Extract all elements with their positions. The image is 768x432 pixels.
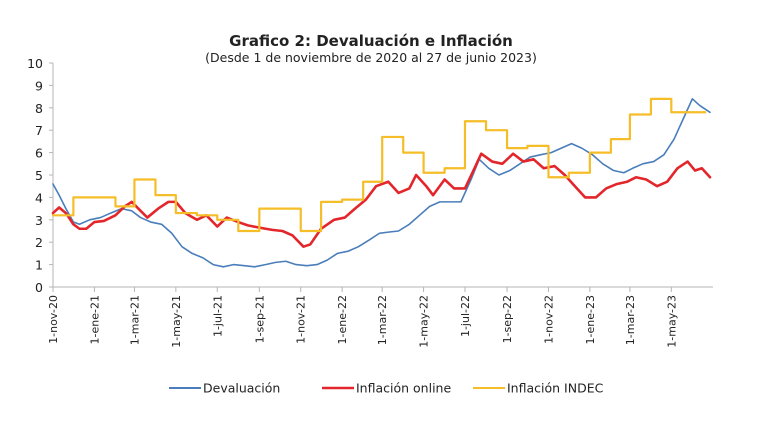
x-tick-label: 1-may-23 [665,295,678,348]
y-tick-label: 2 [35,235,43,250]
x-tick-label: 1-jul-21 [211,295,224,337]
x-tick-label: 1-jul-22 [459,295,472,337]
series-line-inflacion-online [51,152,712,248]
chart-subtitle: (Desde 1 de noviembre de 2020 al 27 de j… [205,50,537,65]
chart-title: Grafico 2: Devaluación e Inflación [229,32,513,50]
x-tick-label: 1-mar-22 [376,295,389,345]
y-tick-label: 3 [35,213,43,228]
series-lines [51,97,712,268]
y-tick-label: 1 [35,258,43,273]
x-tick-label: 1-may-22 [418,295,431,348]
x-tick-label: 1-mar-23 [624,295,637,345]
y-tick-label: 4 [35,190,43,205]
y-tick-label: 9 [35,78,43,93]
x-tick-label: 1-may-21 [170,295,183,348]
x-tick-label: 1-nov-20 [47,295,60,344]
y-tick-label: 7 [35,123,43,138]
y-tick-label: 6 [35,146,43,161]
x-tick-label: 1-sep-22 [501,295,514,343]
x-tick-label: 1-ene-21 [88,295,101,344]
y-tick-label: 5 [35,168,43,183]
y-tick-label: 8 [35,101,43,116]
x-tick-label: 1-sep-21 [253,295,266,343]
legend: Devaluación Inflación online Inflación IND… [169,381,604,396]
y-tick-label: 0 [35,280,43,295]
y-axis: 0 1 2 3 4 5 6 7 8 9 10 [27,56,54,295]
y-tick-label: 10 [27,56,43,71]
x-tick-label: 1-ene-23 [584,295,597,344]
series-line-devaluacion [52,98,711,268]
legend-label-inflacion-indec: Inflación INDEC [507,381,604,396]
x-tick-label: 1-nov-21 [295,295,308,344]
x-axis: 1-nov-20 1-ene-21 1-mar-21 1-may-21 1-jul-21… [47,286,713,348]
legend-label-devaluacion: Devaluación [203,381,280,396]
legend-label-inflacion-online: Inflación online [356,381,451,396]
x-tick-label: 1-nov-22 [542,295,555,344]
series-line-inflacion-indec [51,97,707,233]
x-tick-label: 1-ene-22 [336,295,349,344]
x-tick-label: 1-mar-21 [128,295,141,345]
